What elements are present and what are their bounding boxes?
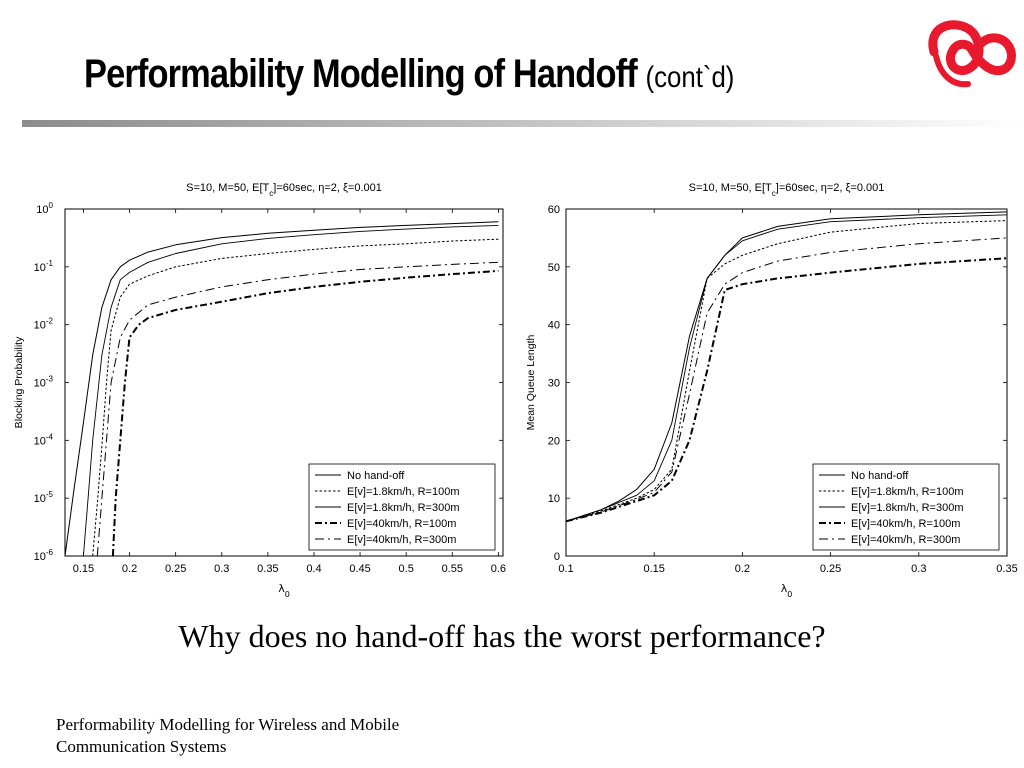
x-tick-label: 0.35 (257, 563, 278, 575)
y-tick-label: 60 (548, 204, 560, 216)
logo-ribbon-outer (928, 20, 1016, 76)
x-tick-label: 0.6 (491, 563, 506, 575)
x-axis-label: λ0 (278, 582, 290, 599)
y-tick-label: 40 (548, 320, 560, 332)
question-text: Why does no hand-off has the worst perfo… (178, 618, 826, 654)
x-tick-label: 0.25 (165, 563, 186, 575)
series-line (566, 214, 1007, 522)
x-tick-label: 0.3 (214, 563, 229, 575)
x-tick-label: 0.15 (643, 563, 664, 575)
y-axis-label: Blocking Probability (13, 336, 25, 428)
y-tick-label: 0 (554, 551, 560, 563)
y-axis-label: Mean Queue Length (525, 334, 537, 430)
series-line (65, 221, 499, 556)
y-tick-label: 10-6 (34, 548, 54, 563)
mean-queue-length-svg: S=10, M=50, E[Tc]=60sec, η=2, ξ=0.001 0.1… (525, 182, 1018, 599)
title-suffix: (cont`d) (645, 61, 735, 94)
legend-label: E[v]=1.8km/h, R=300m (851, 502, 964, 514)
legend-label: E[v]=1.8km/h, R=300m (347, 502, 460, 514)
series-line (92, 238, 499, 556)
legend: No hand-off E[v]=1.8km/h, R=100m E[v]=1.8k… (812, 463, 1000, 551)
x-tick-label: 0.45 (349, 563, 370, 575)
legend-label: E[v]=1.8km/h, R=100m (347, 486, 460, 498)
blocking-probability-svg: S=10, M=50, E[Tc]=60sec, η=2, ξ=0.001 0.1… (13, 182, 506, 599)
legend-label: E[v]=40km/h, R=100m (347, 518, 456, 530)
x-tick-label: 0.1 (558, 563, 573, 575)
legend-label: E[v]=40km/h, R=100m (851, 518, 960, 530)
blocking-probability-chart: S=10, M=50, E[Tc]=60sec, η=2, ξ=0.001 0.1… (8, 170, 513, 602)
mean-queue-length-chart: S=10, M=50, E[Tc]=60sec, η=2, ξ=0.001 0.1… (522, 170, 1024, 602)
series-line (96, 261, 499, 556)
x-tick-label: 0.15 (73, 563, 94, 575)
y-tick-label: 50 (548, 262, 560, 274)
chart-title: S=10, M=50, E[Tc]=60sec, η=2, ξ=0.001 (689, 182, 885, 198)
y-tick-label: 10-5 (34, 490, 54, 505)
title-main: Performability Modelling of Handoff (84, 52, 638, 96)
x-tick-label: 0.2 (735, 563, 750, 575)
x-tick-label: 0.2 (122, 563, 137, 575)
x-tick-label: 0.55 (442, 563, 463, 575)
slide-footer: Performability Modelling for Wireless an… (56, 715, 400, 756)
red-ribbon-logo-icon (922, 12, 1018, 98)
y-tick-label: 10-3 (34, 375, 54, 390)
y-tick-label: 10-4 (34, 432, 54, 447)
x-axis-label: λ0 (781, 582, 793, 599)
legend-label: E[v]=40km/h, R=300m (347, 534, 456, 546)
slide-title: Performability Modelling of Handoff (con… (84, 52, 734, 97)
title-divider (22, 120, 1024, 127)
legend-label: No hand-off (347, 470, 405, 482)
x-tick-label: 0.4 (306, 563, 321, 575)
x-tick-label: 0.35 (996, 563, 1017, 575)
series-line (566, 211, 1007, 522)
legend-label: E[v]=40km/h, R=300m (851, 534, 960, 546)
x-tick-label: 0.5 (399, 563, 414, 575)
y-tick-label: 10 (548, 493, 560, 505)
y-tick-label: 20 (548, 435, 560, 447)
series-line (566, 220, 1007, 522)
series-line (82, 224, 499, 556)
y-tick-label: 100 (36, 201, 53, 216)
series-line (566, 257, 1007, 523)
y-tick-label: 10-2 (34, 317, 54, 332)
y-tick-label: 30 (548, 378, 560, 390)
logo-ribbon-inner (933, 53, 971, 88)
legend: No hand-off E[v]=1.8km/h, R=100m E[v]=1.8k… (308, 463, 496, 551)
legend-label: No hand-off (851, 470, 909, 482)
legend-label: E[v]=1.8km/h, R=100m (851, 486, 964, 498)
x-tick-label: 0.3 (911, 563, 926, 575)
series-line (111, 269, 499, 556)
chart-title: S=10, M=50, E[Tc]=60sec, η=2, ξ=0.001 (186, 182, 382, 198)
y-tick-label: 10-1 (34, 259, 54, 274)
x-tick-label: 0.25 (820, 563, 841, 575)
